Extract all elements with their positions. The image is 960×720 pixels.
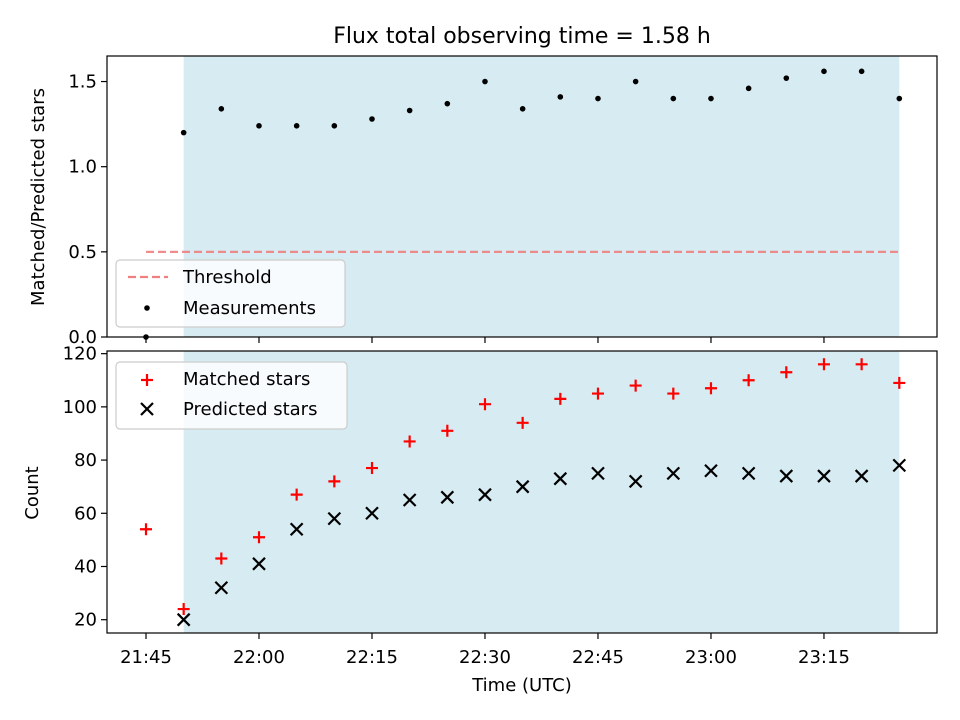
predicted-star-point xyxy=(214,580,229,595)
legend-predicted-swatch xyxy=(140,402,154,416)
matched-star-point xyxy=(516,416,529,429)
measurement-point xyxy=(745,85,752,92)
y-tick-label: 0.0 xyxy=(68,327,97,348)
predicted-star-point xyxy=(741,466,756,481)
measurement-point xyxy=(331,123,338,129)
plot-frame xyxy=(106,55,938,338)
predicted-star-point xyxy=(854,469,869,483)
measurement-point xyxy=(444,100,451,107)
measurement-point xyxy=(896,95,903,102)
matched-star-point xyxy=(177,603,190,616)
predicted-star-point xyxy=(440,490,455,505)
y-tick-label: 1.5 xyxy=(68,72,97,93)
y-tick-label: 80 xyxy=(74,450,97,471)
measurement-point xyxy=(180,129,187,136)
y-tick-label: 1.0 xyxy=(68,157,97,178)
y-tick-label: 20 xyxy=(74,610,97,631)
predicted-star-point xyxy=(252,557,266,571)
matched-star-point xyxy=(252,531,265,544)
measurement-point xyxy=(369,116,375,122)
predicted-star-point xyxy=(176,612,191,627)
legend-ratio: Threshold Measurements xyxy=(115,259,346,328)
x-tick-label: 22:15 xyxy=(346,647,398,668)
x-tick-label: 22:00 xyxy=(233,647,285,668)
predicted-star-point xyxy=(817,469,831,483)
x-tick-label: 22:30 xyxy=(459,647,511,668)
matched-star-point xyxy=(817,358,830,371)
measurement-point xyxy=(557,94,564,100)
x-tick-label: 23:00 xyxy=(685,647,737,668)
matched-star-point xyxy=(328,475,341,488)
y-tick-label: 0.5 xyxy=(68,242,97,263)
legend-frame xyxy=(115,361,348,430)
matched-star-point xyxy=(629,379,642,392)
predicted-star-point xyxy=(704,463,718,478)
measurement-point xyxy=(783,75,790,81)
matched-star-point xyxy=(215,552,228,565)
matched-star-point xyxy=(365,462,378,475)
x-axis-label: Time (UTC) xyxy=(471,675,572,696)
predicted-star-point xyxy=(666,466,681,481)
matched-star-point xyxy=(742,374,755,387)
legend-predicted-label: Predicted stars xyxy=(183,399,317,420)
measurement-point xyxy=(406,107,413,114)
matched-star-point xyxy=(855,358,868,371)
count-panel: 20 40 60 80 100 120 21:45 22:00 22:15 22:30 22:45 2… xyxy=(22,344,938,696)
y-tick-label: 60 xyxy=(74,503,97,524)
predicted-star-point xyxy=(402,493,417,507)
measurement-point xyxy=(218,105,225,112)
predicted-star-point xyxy=(478,487,492,502)
legend-matched-swatch xyxy=(141,374,153,386)
x-tick-label: 23:15 xyxy=(798,647,850,668)
legend-matched-label: Matched stars xyxy=(183,369,310,390)
measurement-point xyxy=(293,123,300,129)
chart-title: Flux total observing time = 1.58 h xyxy=(333,24,711,49)
predicted-star-point xyxy=(892,458,907,473)
matched-star-point xyxy=(667,387,680,400)
y-tick-label: 100 xyxy=(63,397,97,418)
matched-star-point xyxy=(780,366,793,379)
predicted-star-point xyxy=(591,466,605,481)
legend-threshold-label: Threshold xyxy=(182,267,272,288)
y-tick-label: 40 xyxy=(74,556,97,577)
legend-measurements-swatch xyxy=(144,305,150,311)
measurement-point xyxy=(821,68,827,75)
legend-frame xyxy=(115,259,346,328)
predicted-star-point xyxy=(365,506,379,521)
measurement-point xyxy=(708,95,714,102)
predicted-star-point xyxy=(289,522,304,537)
matched-star-point xyxy=(704,382,717,395)
x-tick-label: 21:45 xyxy=(120,647,172,668)
matched-star-point xyxy=(591,387,604,400)
measurement-point xyxy=(595,95,601,102)
measurement-point xyxy=(256,123,262,129)
legend-measurements-label: Measurements xyxy=(183,298,316,319)
matched-star-point xyxy=(893,376,906,389)
matched-star-point xyxy=(441,424,454,437)
plot-frame xyxy=(106,350,938,634)
predicted-star-point xyxy=(628,474,643,489)
matched-star-point xyxy=(478,398,491,411)
measurement-point xyxy=(632,78,639,85)
y-axis-label-ratio: Matched/Predicted stars xyxy=(28,88,49,306)
predicted-star-point xyxy=(515,479,530,494)
predicted-star-point xyxy=(779,469,794,483)
y-tick-label: 120 xyxy=(63,344,97,365)
x-tick-label: 22:45 xyxy=(572,647,624,668)
predicted-star-point xyxy=(553,471,568,486)
measurement-point xyxy=(858,68,865,75)
measurement-point xyxy=(519,105,526,112)
legend-count: Matched stars Predicted stars xyxy=(115,361,348,430)
matched-star-point xyxy=(554,392,567,405)
matched-star-point xyxy=(403,435,416,448)
matched-star-point xyxy=(140,523,152,536)
y-axis-label-count: Count xyxy=(22,466,43,519)
predicted-star-point xyxy=(327,511,342,526)
matched-star-point xyxy=(290,488,303,501)
measurement-point xyxy=(482,78,488,85)
measurement-point xyxy=(670,95,677,102)
